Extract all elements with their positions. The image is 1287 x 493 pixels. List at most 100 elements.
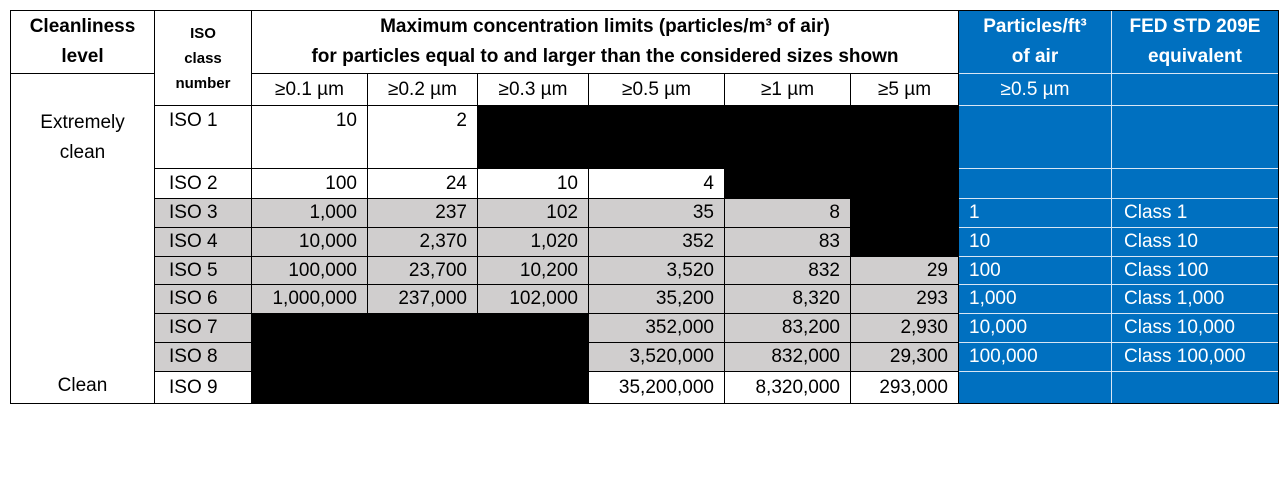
ft3-cell-text: 10,000 (969, 317, 1028, 338)
fed-cell-text: Class 100,000 (1124, 346, 1246, 367)
ft3-size: ≥0.5 µm (958, 73, 1112, 106)
iso-label-text: ISO 4 (169, 231, 218, 252)
value-cell: 100 (251, 168, 368, 199)
fed-header: FED STD 209E equivalent (1111, 10, 1279, 74)
fed-cell-text: Class 1 (1124, 202, 1188, 223)
size-header: ≥0.3 µm (477, 73, 589, 106)
blocked-cell (477, 342, 589, 372)
fed-cell: Class 1 (1111, 198, 1279, 228)
iso-label: ISO 6 (154, 284, 252, 314)
blocked-cell (477, 371, 589, 404)
value-cell: 1,000,000 (251, 284, 368, 314)
level-label: Clean (57, 375, 108, 396)
fed-size (1111, 73, 1279, 106)
value-cell-text: 102,000 (509, 288, 578, 309)
ft3-cell: 100,000 (958, 342, 1112, 372)
value-cell: 102 (477, 198, 589, 228)
blocked-cell (588, 105, 725, 169)
value-cell-text: 1,000,000 (272, 288, 357, 309)
value-cell-text: 8,320,000 (755, 376, 840, 398)
value-cell: 83 (724, 227, 851, 257)
value-cell: 2 (367, 105, 478, 169)
value-cell-text: 102 (546, 202, 578, 223)
size-header: ≥0.5 µm (588, 73, 725, 106)
value-cell-text: 2 (456, 110, 467, 131)
fed-cell-text: Class 100 (1124, 259, 1209, 281)
iso-class-header: ISO class number (154, 10, 252, 106)
value-cell: 832,000 (724, 342, 851, 372)
iso-label: ISO 4 (154, 227, 252, 257)
ft3-cell: 1,000 (958, 284, 1112, 314)
fed-header-text: FED STD 209E equivalent (1129, 16, 1261, 67)
blocked-cell (367, 313, 478, 343)
size-header: ≥0.2 µm (367, 73, 478, 106)
value-cell: 102,000 (477, 284, 589, 314)
fed-cell-text: Class 10 (1124, 231, 1198, 252)
ft3-cell (958, 371, 1112, 404)
value-cell-text: 2,370 (419, 231, 467, 252)
value-cell: 35,200 (588, 284, 725, 314)
size-header-text: ≥1 µm (760, 78, 815, 100)
blocked-cell (724, 168, 851, 199)
value-cell-text: 8,320 (792, 288, 840, 309)
ft3-cell (958, 168, 1112, 199)
fed-cell (1111, 105, 1279, 169)
value-cell-text: 352 (682, 231, 714, 252)
iso-label-text: ISO 6 (169, 288, 218, 309)
fed-cell (1111, 371, 1279, 404)
level-column: Extremely clean Clean (10, 73, 155, 404)
value-cell: 2,370 (367, 227, 478, 257)
value-cell: 1,020 (477, 227, 589, 257)
value-cell-text: 4 (703, 172, 714, 194)
blocked-cell (850, 105, 959, 169)
iso-label: ISO 1 (154, 105, 252, 169)
size-header: ≥1 µm (724, 73, 851, 106)
fed-cell: Class 100,000 (1111, 342, 1279, 372)
value-cell-text: 29,300 (889, 346, 948, 367)
blocked-cell (367, 342, 478, 372)
size-header: ≥5 µm (850, 73, 959, 106)
value-cell: 10,200 (477, 256, 589, 285)
value-cell: 832 (724, 256, 851, 285)
max-conc-header: Maximum concentration limits (particles/… (251, 10, 959, 74)
ft3-cell-text: 1,000 (969, 288, 1017, 309)
value-cell-text: 8 (829, 202, 840, 223)
value-cell: 10 (251, 105, 368, 169)
value-cell-text: 35 (692, 202, 714, 223)
value-cell: 3,520 (588, 256, 725, 285)
blocked-cell (251, 342, 368, 372)
iso-label-text: ISO 1 (169, 110, 218, 131)
ft3-cell-text: 1 (969, 202, 980, 223)
iso-label-text: ISO 2 (169, 172, 218, 194)
value-cell: 29,300 (850, 342, 959, 372)
iso-label-text: ISO 8 (169, 346, 218, 367)
value-cell-text: 1,000 (309, 202, 357, 223)
value-cell: 293,000 (850, 371, 959, 404)
value-cell: 3,520,000 (588, 342, 725, 372)
iso-label-text: ISO 9 (169, 376, 218, 398)
blocked-cell (367, 371, 478, 404)
iso-label: ISO 7 (154, 313, 252, 343)
iso-label: ISO 8 (154, 342, 252, 372)
iso-label-text: ISO 5 (169, 259, 218, 281)
ft3-cell-text: 100 (969, 259, 1001, 281)
value-cell: 100,000 (251, 256, 368, 285)
value-cell-text: 83,200 (781, 317, 840, 338)
value-cell: 24 (367, 168, 478, 199)
fed-cell-text: Class 1,000 (1124, 288, 1225, 309)
value-cell: 237,000 (367, 284, 478, 314)
size-header-text: ≥0.5 µm (622, 78, 691, 100)
value-cell: 4 (588, 168, 725, 199)
blocked-cell (477, 313, 589, 343)
value-cell: 352 (588, 227, 725, 257)
value-cell-text: 293,000 (879, 376, 948, 398)
value-cell-text: 10 (556, 172, 578, 194)
size-header-text: ≥0.3 µm (498, 78, 568, 100)
value-cell: 1,000 (251, 198, 368, 228)
size-header: ≥0.1 µm (251, 73, 368, 106)
fed-cell (1111, 168, 1279, 199)
value-cell: 23,700 (367, 256, 478, 285)
blocked-cell (724, 105, 851, 169)
value-cell-text: 24 (445, 172, 467, 194)
size-header-text: ≥0.2 µm (388, 78, 457, 100)
